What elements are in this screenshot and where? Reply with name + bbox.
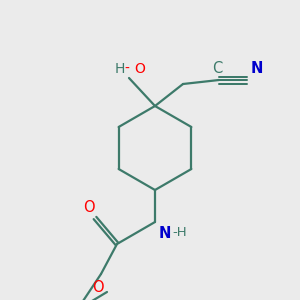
Text: H: H [115,62,125,76]
Text: N: N [251,61,263,76]
Text: N: N [159,226,171,241]
Text: O: O [83,200,95,215]
Text: -H: -H [172,226,187,239]
Text: O: O [134,62,145,76]
Text: -: - [124,62,129,76]
Text: O: O [92,280,104,295]
Text: C: C [212,61,222,76]
